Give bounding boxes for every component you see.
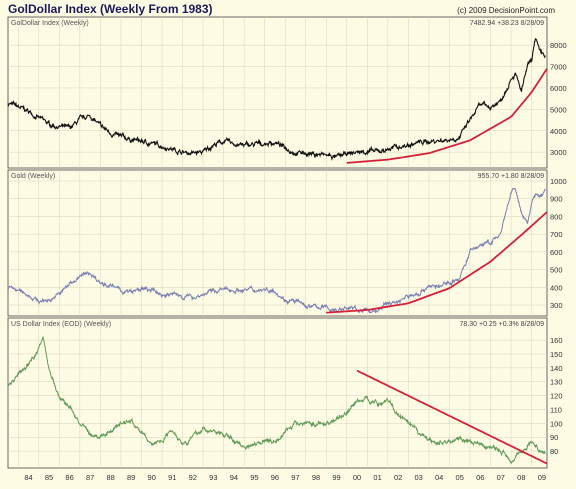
chart-title: GolDollar Index (Weekly From 1983)	[8, 2, 213, 16]
x-tick-label: 91	[168, 473, 176, 482]
x-tick-label: 94	[230, 473, 238, 482]
y-tick-label: 110	[550, 405, 562, 414]
x-tick-label: 97	[291, 473, 299, 482]
gold-panel: 300 400 500 600 700 800 900 1000 Gold (Weekly) 95…	[7, 169, 567, 317]
gold-series-line	[7, 187, 546, 314]
y-tick-label: 300	[550, 301, 563, 310]
y-tick-label: 7000	[550, 63, 567, 72]
y-tick-label: 1000	[550, 177, 567, 186]
goldollar-frame	[7, 16, 548, 169]
x-tick-label: 92	[189, 473, 197, 482]
y-tick-label: 6000	[550, 84, 567, 93]
goldollar-trend-line	[346, 68, 548, 164]
gold-frame	[7, 169, 548, 317]
usd-readout: 78.30 +0.25 +0.3% 8/28/09	[460, 321, 545, 328]
y-tick-label: 120	[550, 392, 563, 401]
y-tick-label: 4000	[550, 127, 567, 136]
x-tick-label: 90	[148, 473, 156, 482]
x-tick-label: 05	[456, 473, 464, 482]
panels: 3000 4000 5000 6000 7000 8000 GolDollar Index …	[7, 16, 567, 469]
y-tick-label: 160	[550, 336, 563, 345]
y-tick-label: 3000	[550, 148, 567, 157]
x-tick-label: 99	[332, 473, 340, 482]
x-tick-label: 01	[373, 473, 381, 482]
x-tick-label: 87	[86, 473, 94, 482]
usd-panel: 80 90 100 110 120 130 140 150 160 US Dollar Index…	[7, 317, 563, 469]
x-tick-label: 00	[353, 473, 361, 482]
y-tick-label: 100	[550, 419, 563, 428]
x-tick-label: 88	[106, 473, 114, 482]
goldollar-panel: 3000 4000 5000 6000 7000 8000 GolDollar Index …	[7, 16, 567, 169]
x-tick-label: 03	[414, 473, 422, 482]
x-tick-label: 09	[538, 473, 546, 482]
x-tick-label: 85	[45, 473, 53, 482]
x-tick-label: 07	[497, 473, 505, 482]
gold-readout: 955.70 +1.80 8/28/09	[478, 173, 544, 180]
x-tick-label: 86	[65, 473, 73, 482]
usd-panel-title: US Dollar Index (EOD) (Weekly)	[11, 321, 111, 328]
y-tick-label: 600	[550, 248, 563, 257]
x-tick-label: 08	[517, 473, 525, 482]
y-tick-label: 700	[550, 230, 563, 239]
y-tick-label: 150	[550, 350, 563, 359]
x-tick-label: 04	[435, 473, 443, 482]
y-tick-label: 900	[550, 195, 563, 204]
gold-trend-line	[326, 211, 548, 314]
y-tick-label: 80	[550, 447, 558, 456]
x-tick-label: 06	[476, 473, 484, 482]
goldollar-panel-title: GolDollar Index (Weekly)	[11, 20, 89, 27]
x-tick-label: 89	[127, 473, 135, 482]
x-tick-label: 96	[271, 473, 279, 482]
x-tick-label: 02	[394, 473, 402, 482]
y-tick-label: 5000	[550, 105, 567, 114]
goldollar-series-line	[7, 37, 546, 161]
y-tick-label: 500	[550, 266, 563, 275]
usd-series-line	[7, 336, 546, 465]
y-tick-label: 140	[550, 364, 563, 373]
y-tick-label: 800	[550, 212, 563, 221]
y-tick-label: 400	[550, 283, 563, 292]
x-tick-label: 93	[209, 473, 217, 482]
usd-frame	[7, 317, 548, 469]
x-tick-label: 95	[250, 473, 258, 482]
copyright-text: (c) 2009 DecisionPoint.com	[457, 6, 555, 15]
gold-panel-title: Gold (Weekly)	[11, 173, 55, 180]
y-tick-label: 90	[550, 433, 558, 442]
goldollar-readout: 7482.94 +38.23 8/28/09	[470, 20, 544, 27]
y-tick-label: 8000	[550, 41, 567, 50]
x-tick-label: 98	[312, 473, 320, 482]
x-tick-label: 84	[24, 473, 32, 482]
x-axis: 84 85 86 87 88 89 90 91 92 93 94 95 96 97 98 99 00 01 02 03…	[24, 473, 546, 482]
y-tick-label: 130	[550, 378, 563, 387]
usd-trend-line	[356, 369, 548, 465]
